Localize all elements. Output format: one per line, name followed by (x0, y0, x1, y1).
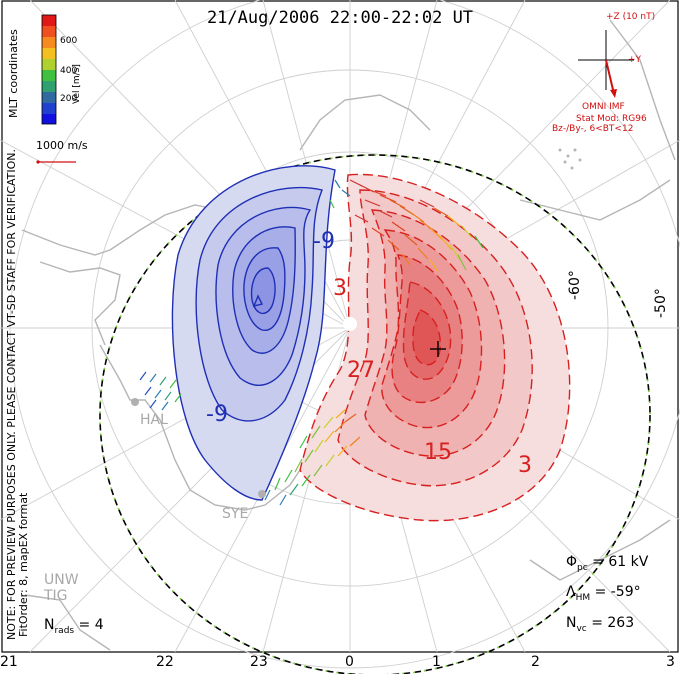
fit-order-note: FitOrder: 8, mapEX format (17, 492, 30, 637)
dawn-cell (299, 173, 571, 522)
site-label-sye: SYE (222, 506, 249, 522)
contour-label-pos-2: 27 (347, 358, 375, 383)
contour-label-pos-3: 15 (424, 440, 452, 465)
radar-count: Nrads = 4 (44, 617, 104, 636)
color-bar (41, 14, 57, 125)
hm-boundary-dots (99, 154, 651, 674)
hm-latitude: ΛHM = -59° (566, 584, 641, 603)
colorbar-swatch (42, 59, 56, 70)
dusk-cell (171, 165, 336, 501)
imf-z-label: +Z (10 nT) (606, 12, 656, 22)
velocity-vectors-nightside (264, 408, 361, 506)
mlt-tick-21: 21 (0, 654, 18, 670)
velocity-scale-label: 1000 m/s (36, 139, 88, 152)
colorbar-swatch (42, 70, 56, 81)
coordinates-label: MLT coordinates (7, 29, 20, 118)
mlt-tick-23: 23 (250, 654, 268, 670)
imf-clock (578, 30, 634, 98)
site-label-hal: HAL (140, 412, 168, 428)
latitude-label-50: -50° (653, 288, 669, 318)
mlt-tick-1: 1 (432, 654, 441, 670)
colorbar-swatch (42, 92, 56, 103)
colorbar-swatch (42, 26, 56, 37)
velocity-vectors-cusp (329, 179, 484, 273)
pole-marker (343, 317, 357, 331)
stat-model: Stat Mod: RG96 (576, 114, 647, 124)
site-label-tig: TIG (44, 588, 68, 604)
potential-max-marker (430, 341, 446, 357)
colorbar-swatch (42, 114, 56, 124)
radar-site-markers (131, 398, 266, 498)
coastlines (21, 19, 676, 651)
mlt-tick-2: 2 (531, 654, 540, 670)
velocity-scale-vector (36, 160, 76, 164)
contour-label-neg-1: -9 (313, 229, 335, 254)
vector-count: Nvc = 263 (566, 615, 635, 634)
imf-source: OMNI IMF (582, 102, 625, 112)
latitude-label-60: -60° (567, 270, 583, 300)
velocity-vectors-hal (139, 371, 182, 411)
colorbar-swatch (42, 103, 56, 114)
colorbar-swatch (42, 48, 56, 59)
site-label-unw: UNW (44, 572, 79, 588)
contour-label-pos-1: 3 (333, 276, 347, 301)
contour-label-neg-2: -9 (206, 402, 228, 427)
plot-border (1, 0, 679, 653)
mlt-tick-22: 22 (156, 654, 174, 670)
cross-polar-potential: Φpc = 61 kV (566, 554, 649, 573)
imf-y-label: +Y (628, 55, 642, 65)
colorbar-swatch (42, 37, 56, 48)
mlt-tick-0: 0 (345, 654, 354, 670)
map-title: 21/Aug/2006 22:00-22:02 UT (206, 8, 474, 28)
contour-label-pos-4: 3 (518, 453, 532, 478)
mlt-tick-3: 3 (666, 654, 675, 670)
colorbar-tick-200: 200 (60, 94, 78, 104)
colorbar-tick-600: 600 (60, 36, 78, 46)
colorbar-swatch (42, 81, 56, 92)
coastline-dots (558, 148, 582, 170)
imf-condition: Bz-/By-, 6<BT<12 (552, 124, 634, 134)
colorbar-swatch (42, 15, 56, 26)
colorbar-tick-400: 400 (60, 66, 78, 76)
